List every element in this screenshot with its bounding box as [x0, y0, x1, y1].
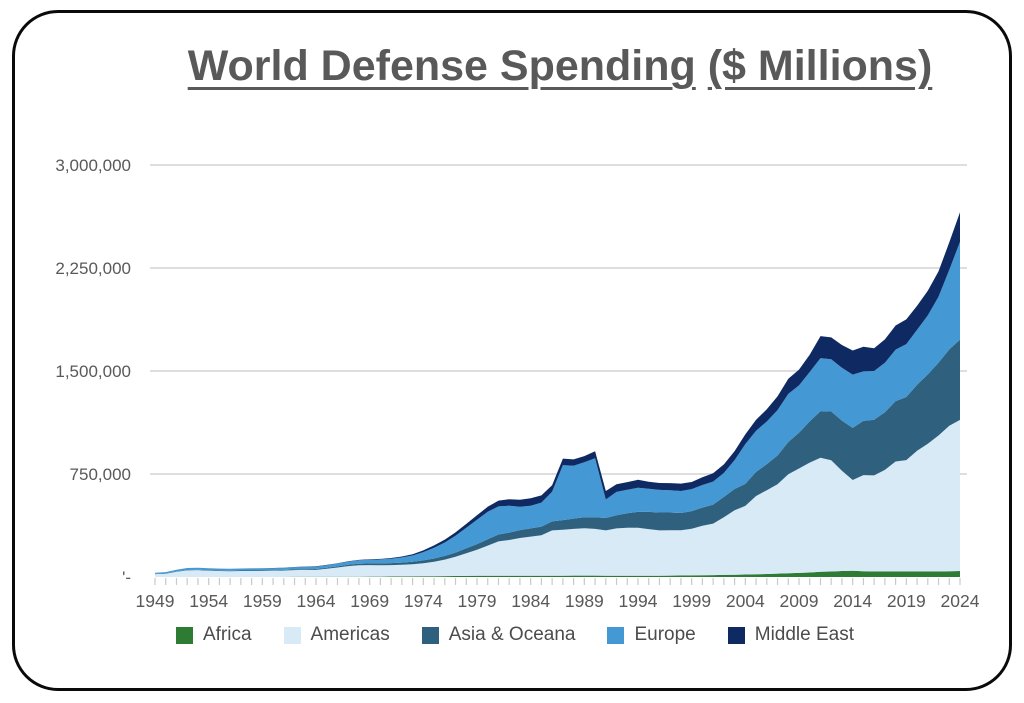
legend-item-africa: Africa: [175, 624, 252, 646]
legend-label: Americas: [310, 624, 390, 645]
area-africa: [155, 570, 960, 577]
x-axis-tick-label: 1979: [458, 591, 497, 611]
legend-item-europe: Europe: [607, 624, 696, 646]
x-axis-tick-label: 1949: [136, 591, 175, 611]
chart-subtitle: ($ Millions): [707, 42, 933, 90]
x-axis-tick-label: 1974: [404, 591, 443, 611]
legend-item-middle-east: Middle East: [727, 624, 855, 646]
y-axis-tick-label: '-: [122, 568, 131, 587]
x-axis-tick-label: 1954: [189, 591, 228, 611]
y-axis-tick-label: 3,000,000: [55, 156, 131, 175]
y-axis-tick-label: 750,000: [70, 465, 131, 484]
y-axis-tick-label: 2,250,000: [55, 259, 131, 278]
area-europe: [155, 241, 960, 574]
legend-label: Asia & Oceana: [448, 624, 576, 645]
legend-label: Africa: [202, 624, 252, 645]
x-axis-tick-label: 2019: [887, 591, 926, 611]
legend-swatch: [607, 626, 625, 644]
x-axis-tick-label: 2004: [726, 591, 765, 611]
legend-label: Middle East: [754, 624, 855, 645]
x-axis-tick-label: 1964: [297, 591, 336, 611]
legend-swatch: [727, 626, 745, 644]
legend-label: Europe: [634, 624, 696, 645]
x-axis-tick-label: 1959: [243, 591, 282, 611]
x-axis-tick-label: 2009: [780, 591, 819, 611]
x-axis-tick-label: 2024: [941, 591, 980, 611]
x-axis-tick-label: 1994: [619, 591, 658, 611]
x-axis-tick-label: 1999: [672, 591, 711, 611]
y-axis-tick-label: 1,500,000: [55, 362, 131, 381]
legend-swatch: [175, 626, 193, 644]
area-americas: [155, 419, 960, 577]
x-axis-tick-label: 1989: [565, 591, 604, 611]
legend-item-asia-oceana: Asia & Oceana: [421, 624, 576, 646]
chart-title-block: World Defense Spending ($ Millions): [96, 38, 1024, 95]
legend-swatch: [283, 626, 301, 644]
chart-frame: [12, 10, 1012, 691]
area-asia-oceana: [155, 339, 960, 575]
x-axis-tick-label: 1984: [511, 591, 550, 611]
legend-swatch: [421, 626, 439, 644]
chart-title: World Defense Spending: [187, 42, 696, 90]
legend-item-americas: Americas: [283, 624, 390, 646]
x-axis-tick-label: 1969: [350, 591, 389, 611]
chart-legend: Africa Americas Asia & Oceana Europe Middle …: [10, 624, 1020, 646]
x-axis-tick-label: 2014: [833, 591, 872, 611]
